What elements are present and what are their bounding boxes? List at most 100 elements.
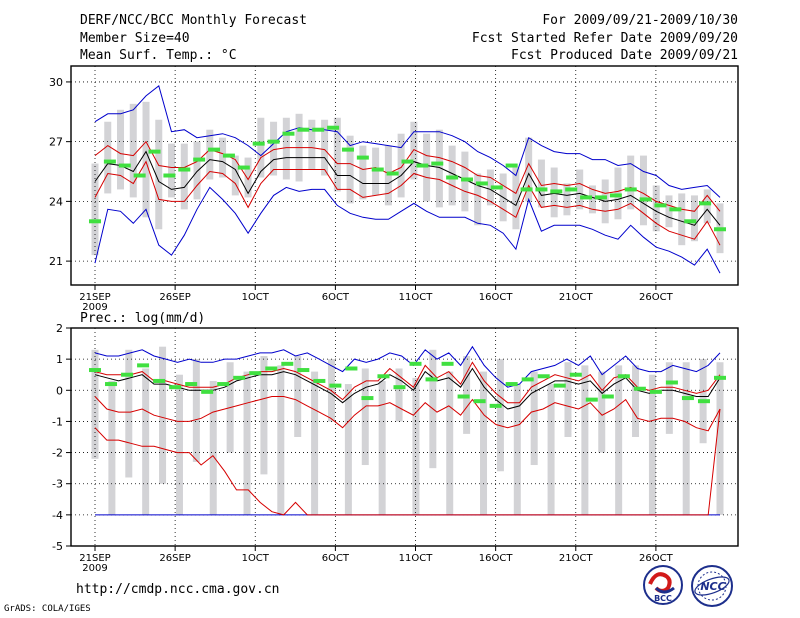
panel0-x-tick-label: 21OCT [559,292,594,303]
panel0-member-bar [486,169,494,206]
panel0-forecast-marker [639,197,652,202]
panel0-forecast-marker [401,159,414,164]
panel0-forecast-marker [654,203,667,208]
panel0-forecast-marker [282,131,295,136]
panel1-forecast-marker [425,377,438,382]
panel0-member-bar [346,135,354,204]
panel1-member-bar [243,371,251,515]
panel0-forecast-marker [341,147,354,152]
panel1-member-bar [446,371,454,515]
panel1-member-bar [361,368,369,466]
panel0-forecast-marker [208,147,221,152]
panel0-x-tick-label: 26SEP [159,292,190,303]
panel0-forecast-marker [297,127,310,132]
panel1-forecast-marker [553,383,566,388]
panel0-plot-frame [70,65,739,286]
panel1-forecast-marker [537,374,550,379]
panel0-member-bar [525,137,533,202]
panel0-member-bar [410,121,418,180]
member-size: Member Size=40 [80,31,190,46]
panel1-member-bar [530,371,538,466]
panel0-forecast-marker [565,187,578,192]
panel1-y-tick-label: 2 [56,322,63,335]
panel1-forecast-marker [329,383,342,388]
panel0-forecast-marker [386,171,399,176]
variable-label: Mean Surf. Temp.: °C [80,48,237,63]
panel1-y-tick-label: -2 [52,447,63,460]
panel0-forecast-marker [684,219,697,224]
panel1-forecast-marker [457,394,470,399]
panel0-member-bar [537,159,545,208]
panel1-forecast-marker [313,378,326,383]
panel1-forecast-marker [169,385,182,390]
panel0-member-bar [474,173,482,226]
panel0-forecast-marker [490,185,503,190]
panel0-member-bar [588,185,596,214]
panel0-member-bar [690,195,698,242]
panel1-forecast-marker [297,368,310,373]
panel1-member-bar [496,359,504,472]
panel1-x-tick-label: 26OCT [639,553,674,564]
panel1-forecast-marker [121,372,134,377]
panel1-forecast-marker [441,361,454,366]
panel1-y-tick-label: 1 [56,353,63,366]
panel0-forecast-marker [580,195,593,200]
panel0-forecast-marker [609,193,622,198]
panel1-x-tick-label: 21SEP [79,553,110,564]
panel0-x-tick-label: 6OCT [322,292,350,303]
panel0-forecast-marker [133,173,146,178]
panel0-member-bar [155,119,163,230]
panel1-member-bar [564,362,572,437]
panel1-member-bar [412,377,420,515]
panel1-upper-spread-line [94,361,721,404]
panel0-member-bar [206,129,214,180]
panel0-member-bar [397,133,405,198]
panel1-member-bar [209,380,217,515]
panel0-min-line [94,186,721,274]
panel0-member-bar [703,189,711,224]
panel0-member-bar [219,137,227,178]
panel1-member-bar [395,368,403,422]
panel1-member-bar [159,346,167,484]
panel1-forecast-marker [249,371,262,376]
panel1-x-tick-label: 1OCT [242,553,270,564]
panel1-member-bar [665,362,673,434]
panel1-member-bar [192,359,200,462]
panel1-y-tick-label: -4 [52,509,63,522]
panel0-forecast-marker [252,141,265,146]
panel0-member-bar [180,143,188,210]
panel1-forecast-marker [233,375,246,380]
panel1-member-bar [480,371,488,515]
panel0-forecast-marker [178,167,191,172]
panel0-member-bar [321,119,329,176]
panel0-member-bar [129,103,137,198]
panel0-y-tick-label: 30 [49,76,63,89]
panel0-forecast-marker [267,139,280,144]
panel1-forecast-marker [377,374,390,379]
panel0-member-bar [244,157,252,198]
panel1-forecast-marker [649,389,662,394]
panel0-forecast-marker [714,227,726,232]
temperature-panel: 21 24 27 30 21SEP 26SEP 1OCT 6OCT 11OCT 16OCT 21OC… [49,65,739,313]
panel0-x-tick-label: 26OCT [639,292,674,303]
panel1-member-bar [378,380,386,515]
panel1-member-bar [142,368,150,515]
panel1-lower-spread-line [94,396,721,432]
panel0-x-tick-label: 1OCT [242,292,270,303]
panel1-member-bar [260,356,268,475]
panel0-member-bar [627,155,635,210]
panel0-member-bar [142,101,150,218]
panel0-forecast-marker [163,173,176,178]
panel1-forecast-marker [665,380,678,385]
panel0-forecast-marker [327,125,340,130]
panel1-member-bar [344,384,352,515]
panel1-forecast-marker [714,375,726,380]
ncc-logo-text: NCC [700,580,725,593]
panel1-forecast-marker [601,394,614,399]
panel1-max-line [94,345,721,388]
panel0-forecast-marker [594,195,607,200]
panel0-max-line [94,85,721,198]
panel0-member-bar [193,141,201,200]
panel1-forecast-marker [681,396,694,401]
